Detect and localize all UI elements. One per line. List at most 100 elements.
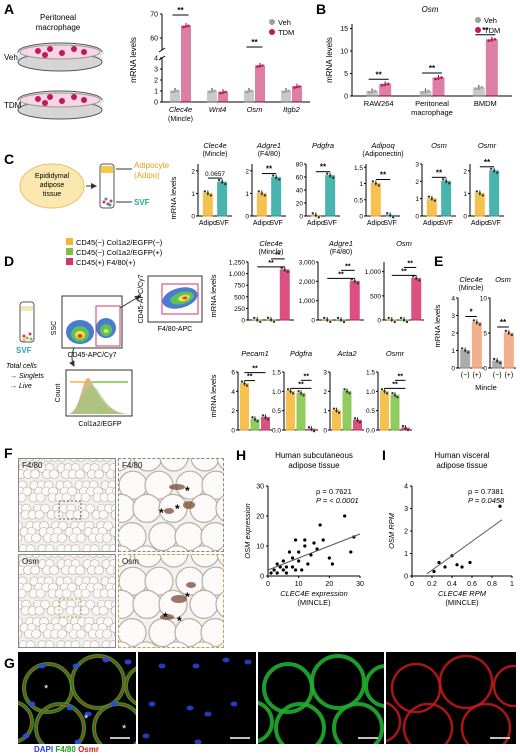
adipocyte-cell [67, 486, 77, 497]
i-ytick-label: 4 [404, 484, 408, 491]
panels-a-b: A Peritoneal macrophage Veh TDM 0 1 2 3 4 60 7… [4, 1, 512, 123]
b-xtick-label: RAW264 [364, 99, 394, 108]
e-0-xtick-label: (+) [472, 372, 481, 379]
ssc-axis-label: SSC [51, 321, 58, 335]
c-5-ytick-label: 1 [463, 191, 467, 198]
e-sig-label: ** [500, 318, 507, 327]
panel-letter-h: H [236, 447, 246, 463]
e-1-xtick-label: (+) [504, 372, 513, 379]
stained-cell [171, 595, 187, 603]
c-0-subtitle: (Mincle) [203, 151, 228, 158]
c-sig-label: ** [436, 168, 443, 177]
d-3-point [261, 414, 265, 417]
chart-c: mRNA levelsClec4e(Mincle)012AdipoSVF0.06… [169, 141, 504, 227]
adipocyte-cell [85, 503, 95, 514]
c-3-bar [370, 183, 381, 217]
i-point [468, 560, 472, 565]
adipocyte-cell [110, 605, 115, 616]
nucleus [74, 739, 82, 744]
h-point [281, 559, 285, 563]
a-break-mark [158, 47, 166, 53]
adipocyte-cell [69, 459, 79, 462]
i-xtick-label: 0 [410, 581, 414, 588]
c-0-point [209, 194, 213, 197]
h-point [303, 544, 307, 548]
d-legend: CD45(−) Col1a2/EGFP(−)CD45(−) Col1a2/EGF… [66, 238, 163, 267]
adipocyte-cell [190, 555, 220, 568]
adipocyte-cell [40, 503, 50, 514]
tissue-label-3: tissue [43, 191, 61, 198]
adipocyte-cell [190, 459, 220, 472]
adipocyte-cell [57, 459, 67, 462]
a-point [184, 25, 188, 28]
h-point [287, 550, 292, 554]
h-xtick-label: 30 [356, 581, 364, 588]
h-point [309, 553, 313, 557]
h-point [330, 562, 334, 566]
adipocyte-cell [76, 629, 86, 639]
f480-fluorescence-image [258, 652, 384, 744]
d-6-bar [390, 394, 400, 431]
veh-dish-label: Veh [4, 53, 18, 62]
h-point [272, 568, 276, 572]
h-fit-line [267, 533, 361, 571]
adipocyte-cell [98, 509, 109, 520]
osmr-signal [35, 703, 85, 744]
c-5-point [475, 190, 479, 193]
e-0-point [475, 321, 479, 324]
c-sig-label: ** [320, 163, 327, 172]
c-1-ytick-label: 0 [245, 214, 249, 221]
stained-cell [183, 501, 195, 509]
crown-star: * [175, 502, 180, 516]
d-sig-label: ** [338, 271, 344, 278]
adipocyte-cell [106, 492, 115, 503]
h-xtick-label: 0 [266, 581, 270, 588]
adipocyte-cell [35, 588, 46, 599]
c-2-xtick-label: SVF [323, 220, 337, 227]
c-3-point [377, 184, 381, 187]
c-3-point [374, 182, 378, 185]
adipocyte-cell [189, 589, 219, 620]
i-xtick-label: 0.2 [427, 581, 437, 588]
h-title: adipose tissue [288, 461, 340, 470]
a-bar [292, 86, 302, 103]
b-bar [485, 39, 498, 97]
adipocyte-cell [114, 535, 115, 541]
d-5-ytick-label: 0 [323, 428, 327, 435]
d-3-bar [240, 383, 249, 431]
d-4-ytick-label: 0.0 [272, 428, 281, 435]
adipocyte-cell [133, 459, 163, 472]
adipocyte-cell [25, 640, 36, 647]
h-point [275, 571, 279, 575]
c-5-point [495, 171, 499, 174]
osmr-fluorescence-image [386, 652, 516, 744]
adipocyte-cell [165, 545, 189, 551]
flow-col1a2-histogram: Count Col1a2/EGFP [55, 369, 133, 428]
d-5-ytick-label: 2 [323, 389, 327, 396]
a-sig-label: ** [177, 6, 184, 15]
c-1-point [274, 176, 278, 179]
b-ytick-label: 0 [344, 94, 348, 101]
e-0-ytick-label: 2 [451, 331, 455, 338]
c-4-ytick-label: 1 [415, 196, 419, 203]
flow-ssc-cd45: SSC CD45-APC/Cy7 [51, 295, 123, 359]
adipo-label-1: Adipocyte [134, 161, 170, 170]
d-4-ytick-label: 0.5 [272, 408, 281, 415]
b-bar [432, 77, 445, 97]
b-point [427, 89, 430, 93]
c-4-title: Osm [431, 141, 447, 150]
adipocyte-cell [191, 641, 215, 647]
i-point [460, 565, 464, 569]
b-point [383, 83, 387, 86]
d-0-point [259, 320, 262, 324]
d-0-ytick-label: 0 [241, 318, 245, 325]
a-point [247, 90, 251, 93]
d-5-point [332, 407, 336, 410]
d-6-ytick-label: 0.5 [366, 408, 375, 415]
a-point [293, 86, 296, 89]
c-3-ytick-label: 0 [359, 214, 363, 221]
tdm-dish-label: TDM [4, 101, 22, 110]
dapi-fluorescence-image [138, 652, 256, 744]
e-xgroup-label: Mincle [475, 383, 497, 392]
a-point [295, 85, 299, 89]
